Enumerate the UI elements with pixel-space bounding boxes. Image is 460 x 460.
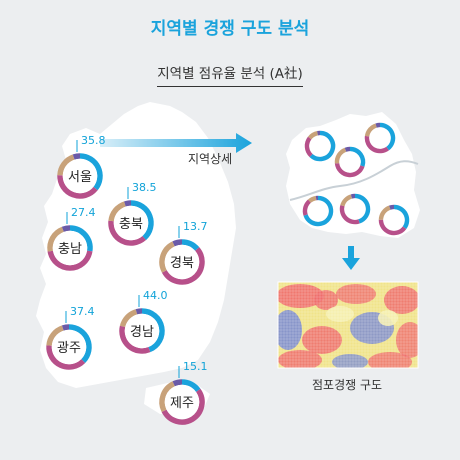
heatmap-caption: 점포경쟁 구도 xyxy=(312,378,383,392)
seoul-store-ring-5 xyxy=(378,204,410,236)
region-share-value: 15.1 xyxy=(183,360,208,373)
seoul-store-ring-1 xyxy=(364,122,396,154)
region-share-value: 13.7 xyxy=(183,220,208,233)
arrow-right xyxy=(100,133,252,153)
arrow-down xyxy=(342,246,360,270)
region-ring-1: 충북 38.5 xyxy=(108,181,157,246)
region-ring-4: 광주 37.4 xyxy=(46,305,95,370)
arrow-label: 지역상세 xyxy=(188,152,233,166)
heatmap-frame xyxy=(277,281,419,369)
region-ring-0: 서울 35.8 xyxy=(57,134,106,199)
region-share-value: 27.4 xyxy=(71,206,96,219)
seoul-store-ring-4 xyxy=(339,193,371,225)
region-ring-5: 경남 44.0 xyxy=(119,289,168,354)
region-ring-6: 제주 15.1 xyxy=(159,360,208,425)
region-share-value: 35.8 xyxy=(81,134,106,147)
region-share-value: 37.4 xyxy=(70,305,95,318)
region-name: 제주 xyxy=(170,396,194,411)
seoul-store-rings xyxy=(302,122,410,236)
region-name: 경북 xyxy=(170,256,194,271)
store-competition-heatmap xyxy=(278,282,418,368)
region-name: 서울 xyxy=(68,170,92,185)
seoul-store-ring-2 xyxy=(334,146,366,178)
han-river xyxy=(289,160,419,201)
region-share-value: 38.5 xyxy=(132,181,157,194)
page-subtitle: 지역별 점유율 분석 (A社) xyxy=(0,62,460,87)
region-name: 광주 xyxy=(57,341,81,356)
region-ring-3: 경북 13.7 xyxy=(159,220,208,285)
seoul-store-ring-0 xyxy=(304,130,336,162)
region-share-rings: 서울 35.8 충북 38.5 충남 27.4 경북 13.7 광주 37.4 경남 44.0 제주 15… xyxy=(46,134,208,425)
region-share-value: 44.0 xyxy=(143,289,168,302)
region-ring-2: 충남 27.4 xyxy=(47,206,96,271)
region-name: 경남 xyxy=(130,325,154,340)
subtitle-text: 지역별 점유율 분석 (A社) xyxy=(157,66,303,87)
page-title: 지역별 경쟁 구도 분석 xyxy=(150,19,310,39)
seoul-store-ring-3 xyxy=(302,195,334,227)
region-name: 충북 xyxy=(119,217,143,232)
region-name: 충남 xyxy=(58,242,82,257)
